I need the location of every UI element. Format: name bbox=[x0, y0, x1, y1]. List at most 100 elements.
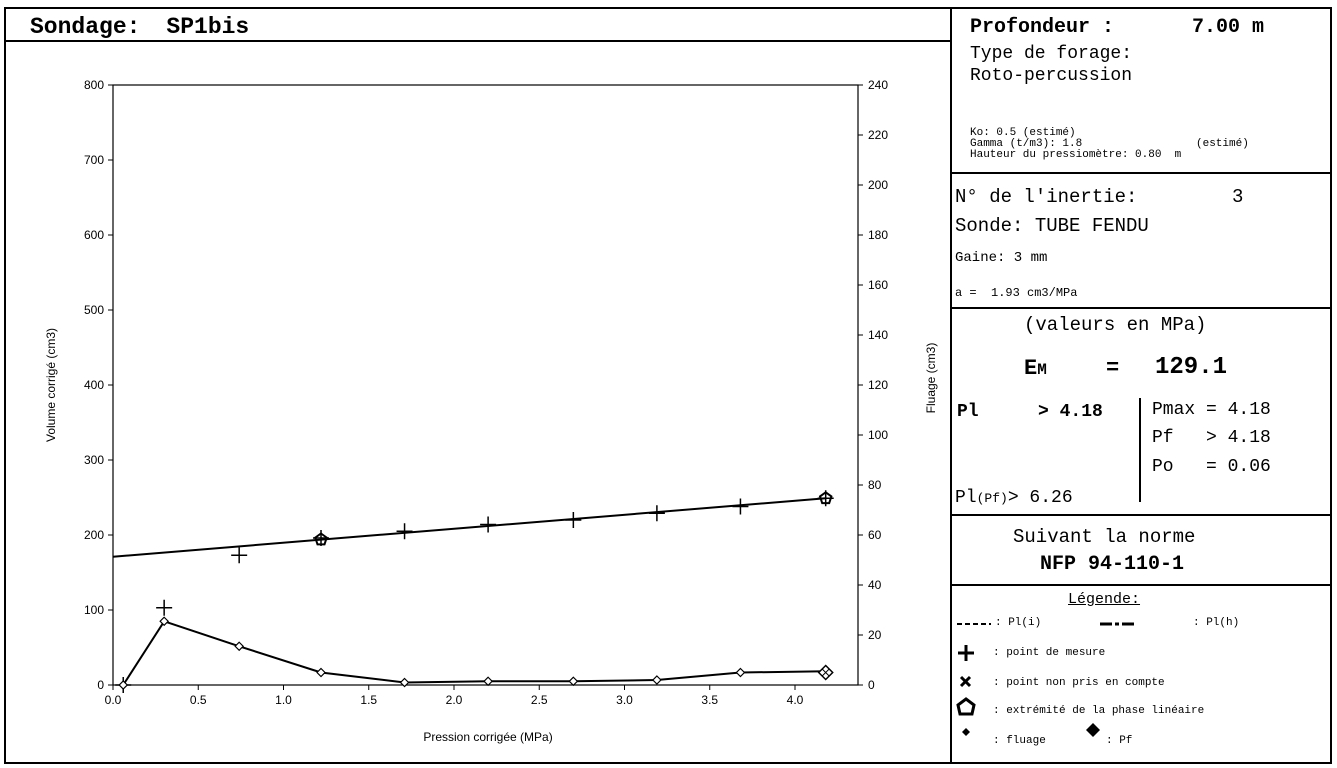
plpf-value: > 6.26 bbox=[1007, 488, 1073, 508]
small-diamond-icon bbox=[962, 728, 970, 736]
x-tick-label: 4.0 bbox=[787, 693, 804, 707]
chart-marks bbox=[112, 490, 834, 693]
sonde-text: Sonde: TUBE FENDU bbox=[955, 215, 1149, 237]
divider-3 bbox=[950, 514, 1332, 516]
creep-point bbox=[118, 680, 129, 690]
x-tick-label: 1.0 bbox=[275, 693, 292, 707]
x-tick-label: 3.5 bbox=[701, 693, 718, 707]
y2-tick-label: 0 bbox=[868, 678, 875, 692]
y2-tick-label: 100 bbox=[868, 428, 888, 442]
ko-text: Ko: 0.5 (estimé) bbox=[970, 127, 1076, 139]
y2-axis-label: Fluage (cm3) bbox=[924, 343, 938, 414]
legend-mesure: : point de mesure bbox=[993, 647, 1106, 659]
y-tick-label: 200 bbox=[84, 528, 104, 542]
y-tick-label: 0 bbox=[97, 678, 104, 692]
measure-point bbox=[480, 516, 497, 533]
drilling-type-value: Roto-percussion bbox=[970, 66, 1133, 86]
em-value: 129.1 bbox=[1155, 354, 1228, 381]
gamma-note: (estimé) bbox=[1196, 138, 1249, 150]
norm-line1: Suivant la norme bbox=[1013, 526, 1196, 548]
y-axis-label: Volume corrigé (cm3) bbox=[44, 328, 58, 442]
y-tick-label: 700 bbox=[84, 153, 104, 167]
em-subscript: M bbox=[1037, 361, 1047, 379]
plot-area bbox=[112, 84, 859, 686]
results-divider bbox=[1139, 398, 1141, 502]
measure-point bbox=[156, 599, 173, 616]
creep-point bbox=[652, 675, 662, 685]
depth-label: Profondeur : bbox=[970, 16, 1115, 39]
norm-line2: NFP 94-110-1 bbox=[1040, 553, 1185, 576]
x-tick-label: 0.5 bbox=[190, 693, 207, 707]
plpf-text: Pl(Pf)> 6.26 bbox=[955, 488, 1073, 508]
linear-phase-end-point bbox=[818, 491, 833, 505]
x-tick-label: 0.0 bbox=[105, 693, 122, 707]
inertia-value: 3 bbox=[1232, 186, 1244, 208]
y-tick-label: 600 bbox=[84, 228, 104, 242]
creep-point bbox=[735, 667, 746, 678]
y2-tick-label: 20 bbox=[868, 628, 882, 642]
x-tick-label: 2.5 bbox=[531, 693, 548, 707]
creep-line bbox=[122, 620, 826, 686]
legend-title: Légende: bbox=[1068, 591, 1141, 608]
x-tick-label: 1.5 bbox=[360, 693, 377, 707]
legend-pf: : Pf bbox=[1106, 735, 1133, 747]
y-tick-label: 300 bbox=[84, 453, 104, 467]
y2-tick-label: 200 bbox=[868, 178, 888, 192]
pf-text: Pf > 4.18 bbox=[1152, 428, 1271, 448]
pressuremeter-chart: 0.0 0.5 1.0 1.5 2.0 2.5 3.0 3.5 4.00100200300400… bbox=[44, 78, 938, 744]
y2-tick-label: 160 bbox=[868, 278, 888, 292]
inertia-label: N° de l'inertie: bbox=[955, 186, 1138, 208]
sounding-title: Sondage: SP1bis bbox=[30, 14, 249, 40]
y2-tick-label: 140 bbox=[868, 328, 888, 342]
y2-tick-label: 80 bbox=[868, 478, 882, 492]
y2-tick-label: 180 bbox=[868, 228, 888, 242]
legend-fluage: : fluage bbox=[993, 735, 1046, 747]
plpf-label: Pl bbox=[955, 488, 977, 508]
legend-extremite: : extrémité de la phase linéaire bbox=[993, 705, 1205, 717]
cross-icon bbox=[959, 675, 972, 688]
depth-value: 7.00 m bbox=[1192, 16, 1265, 39]
x-axis-label: Pression corrigée (MPa) bbox=[423, 730, 552, 744]
creep-point bbox=[399, 677, 410, 688]
creep-point bbox=[234, 641, 245, 652]
report-frame bbox=[4, 7, 1332, 764]
panel-divider bbox=[950, 7, 952, 764]
big-diamond-icon bbox=[1086, 723, 1100, 737]
pentagon-icon bbox=[956, 697, 976, 716]
sounding-label: Sondage: bbox=[30, 14, 141, 40]
linear-phase-end-point bbox=[314, 532, 328, 546]
title-divider bbox=[4, 40, 950, 42]
y-tick-label: 400 bbox=[84, 378, 104, 392]
pf-point-hatch bbox=[821, 668, 830, 677]
height-text: Hauteur du pressiomètre: 0.80 m bbox=[970, 149, 1182, 161]
a-coefficient: a = 1.93 cm3/MPa bbox=[955, 286, 1078, 300]
legend-plh: : Pl(h) bbox=[1193, 617, 1240, 629]
drilling-type-label: Type de forage: bbox=[970, 44, 1133, 64]
creep-point bbox=[316, 667, 326, 678]
creep-point bbox=[159, 616, 169, 627]
measure-point bbox=[231, 547, 248, 564]
em-label: EMEM bbox=[1024, 356, 1047, 381]
pl-label: Pl bbox=[957, 402, 979, 422]
y2-tick-label: 240 bbox=[868, 78, 888, 92]
divider-1 bbox=[950, 172, 1332, 174]
units-text: (valeurs en MPa) bbox=[1024, 314, 1207, 336]
linear-phase-line bbox=[112, 497, 826, 558]
y2-tick-label: 120 bbox=[868, 378, 888, 392]
creep-point bbox=[483, 676, 493, 687]
pmax-text: Pmax = 4.18 bbox=[1152, 400, 1271, 420]
po-text: Po = 0.06 bbox=[1152, 457, 1271, 477]
y-tick-label: 100 bbox=[84, 603, 104, 617]
gamma-text: Gamma (t/m3): 1.8 bbox=[970, 138, 1083, 150]
x-tick-label: 3.0 bbox=[616, 693, 633, 707]
plpf-subscript: (Pf) bbox=[976, 491, 1008, 506]
sounding-value: SP1bis bbox=[166, 14, 250, 40]
pl-value: > 4.18 bbox=[1038, 402, 1103, 422]
divider-2 bbox=[950, 307, 1332, 309]
y2-tick-label: 60 bbox=[868, 528, 882, 542]
chart-axes: 0.0 0.5 1.0 1.5 2.0 2.5 3.0 3.5 4.00100200300400… bbox=[84, 78, 888, 707]
y2-tick-label: 220 bbox=[868, 128, 888, 142]
x-tick-label: 2.0 bbox=[446, 693, 463, 707]
divider-4 bbox=[950, 584, 1332, 586]
legend-symbols bbox=[956, 622, 1134, 737]
